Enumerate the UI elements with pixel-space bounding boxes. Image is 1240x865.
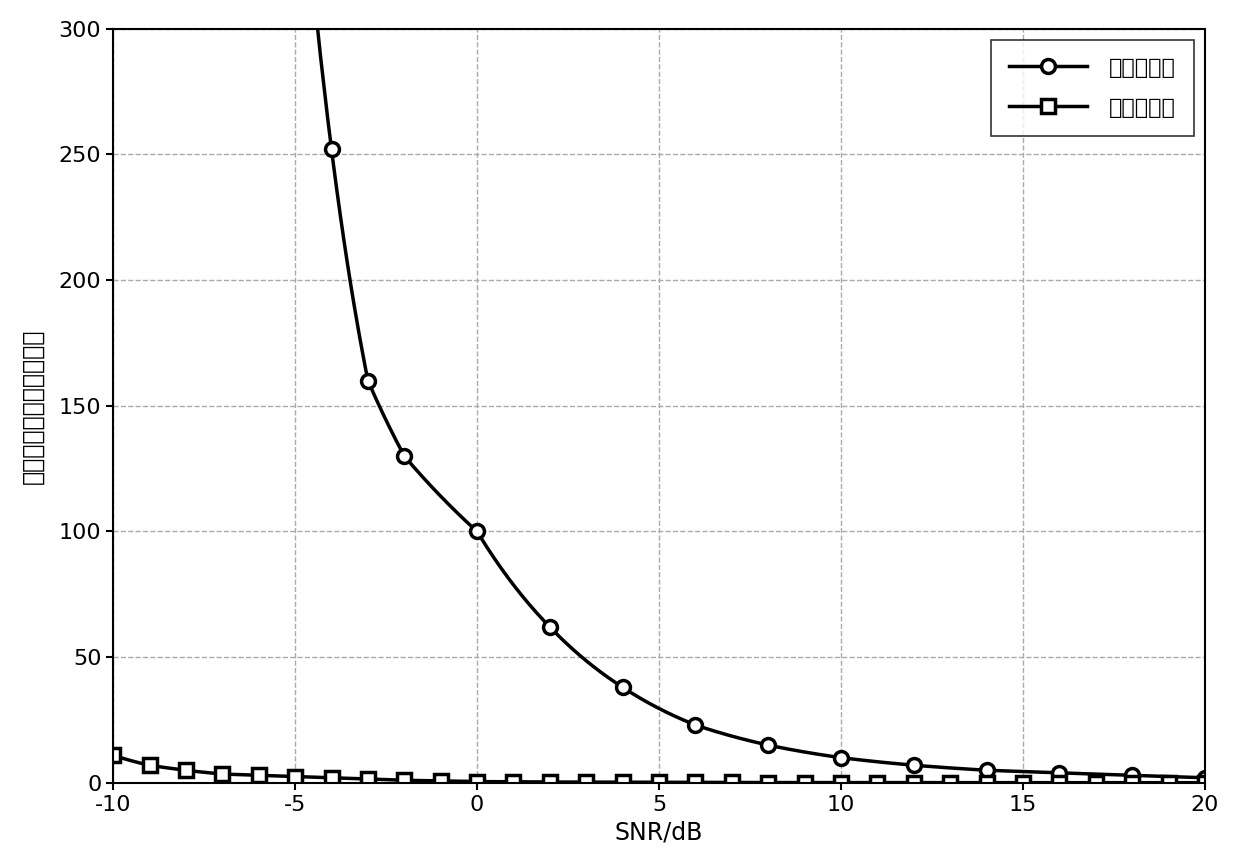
X-axis label: SNR/dB: SNR/dB [615,820,703,844]
Legend: 二阶矩方法, 本发明方法: 二阶矩方法, 本发明方法 [992,40,1194,136]
Y-axis label: 增益控制误差偏差百分比: 增益控制误差偏差百分比 [21,328,45,484]
